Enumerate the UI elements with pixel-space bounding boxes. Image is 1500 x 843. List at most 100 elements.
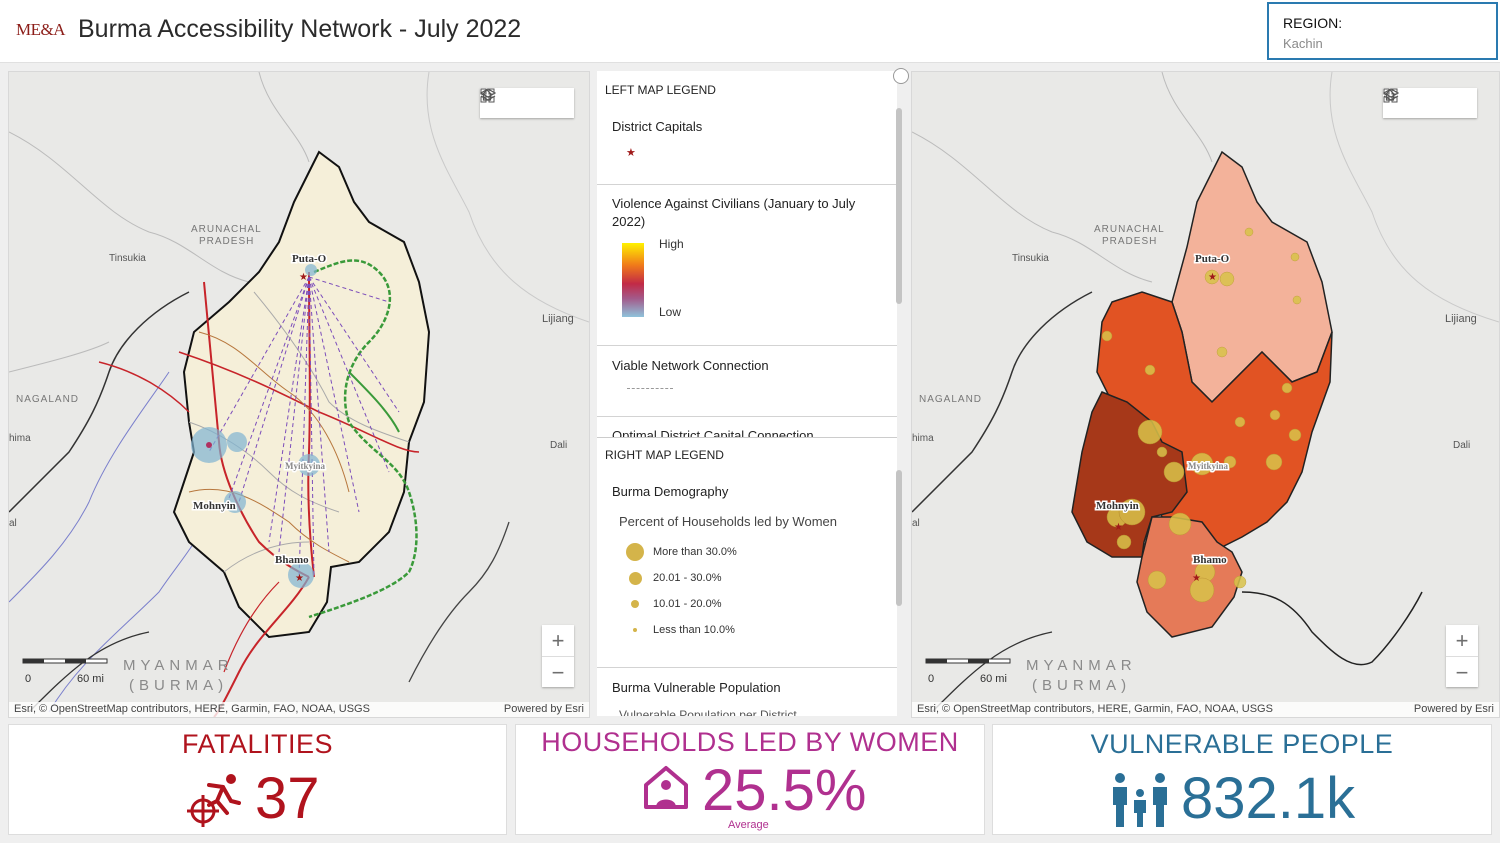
label-burma: (BURMA) [1032,677,1131,694]
district-bhamo [1136,516,1243,638]
legend-vulnerable: Burma Vulnerable Population Vulnerable P… [597,668,897,716]
left-zoom-control: + − [542,625,574,687]
house-woman-icon [642,765,690,814]
label-lijiang: Lijiang [542,313,574,325]
label-hima: hima [912,433,934,444]
powered-by-esri[interactable]: Powered by Esri [503,703,584,715]
label-hima: hima [9,433,31,444]
circle-small-icon [631,600,639,608]
left-map[interactable]: Puta-O Myitkyina Mohnyin Bhamo ★ ★ ARUNA… [8,71,590,718]
legend-optimal: Optimal District Capital Connection [597,417,897,437]
right-map-toolbar [1383,88,1477,118]
zoom-out-button[interactable]: − [1455,659,1469,685]
scale-zero: 0 [928,673,934,685]
violence-gradient [622,243,644,317]
powered-by-esri[interactable]: Powered by Esri [1413,703,1494,715]
label-al: al [912,518,920,529]
legend-scrollbar-top[interactable] [896,108,902,304]
legend-title: Viable Network Connection [612,358,769,373]
svg-text:★: ★ [1192,573,1201,584]
family-icon [1110,773,1170,832]
legend-panel[interactable]: LEFT MAP LEGEND District Capitals ★ Viol… [597,71,897,716]
map-label-mohnyin: Mohnyin [1096,500,1139,512]
label-tinsukia: Tinsukia [109,253,146,264]
label-dali: Dali [550,440,567,451]
attribution-text[interactable]: Esri, © OpenStreetMap contributors, HERE… [14,703,370,715]
map-label-bhamo: Bhamo [1193,554,1227,566]
map-label-puta-o: Puta-O [1195,253,1230,265]
basemap-gallery-icon[interactable] [480,88,568,113]
fatality-icon [187,771,243,834]
vulnerable-value: 832.1k [1181,766,1356,831]
page-title: Burma Accessibility Network - July 2022 [78,15,522,43]
class-label: More than 30.0% [653,546,737,558]
kachin-region [172,150,431,639]
region-value: Kachin [1283,36,1323,51]
legend-viable-network: Viable Network Connection [597,346,897,417]
label-pradesh: PRADESH [199,236,254,247]
fatalities-value: 37 [255,766,320,831]
left-legend-header: LEFT MAP LEGEND [605,83,716,97]
map-label-myitkyina: Myitkyina [285,461,326,471]
circle-large-icon [626,543,644,561]
legend-high: High [659,237,684,251]
svg-text:★: ★ [295,573,304,584]
layers-icon[interactable] [1383,88,1440,113]
scale-60mi: 60 mi [77,673,104,685]
expand-icon[interactable] [893,68,909,84]
households-card: HOUSEHOLDS LED BY WOMEN 25.5% Average [515,724,985,835]
card-title: HOUSEHOLDS LED BY WOMEN [541,727,959,757]
logo: ME&A [16,20,66,39]
zoom-out-button[interactable]: − [551,659,565,685]
average-label: Average [728,819,769,831]
left-attribution: Esri, © OpenStreetMap contributors, HERE… [9,702,589,717]
basemap-gallery-icon[interactable] [1383,88,1471,113]
fatalities-card: FATALITIES 37 [8,724,507,835]
label-arunachal: ARUNACHAL [1094,224,1165,235]
right-legend-header: RIGHT MAP LEGEND [605,448,724,462]
card-title: FATALITIES [181,729,334,759]
map-label-bhamo: Bhamo [275,554,309,566]
zoom-in-button[interactable]: + [1446,625,1478,657]
map-label-myitkyina: Myitkyina [1188,461,1229,471]
region-selector[interactable]: REGION: Kachin [1267,2,1498,60]
circle-tiny-icon [633,628,637,632]
scale-60mi: 60 mi [980,673,1007,685]
right-attribution: Esri, © OpenStreetMap contributors, HERE… [912,702,1499,717]
legend-low: Low [659,305,682,319]
legend-title: Optimal District Capital Connection [612,428,814,437]
label-dali: Dali [1453,440,1470,451]
vulnerable-card: VULNERABLE PEOPLE 832.1k [992,724,1492,835]
legend-subtitle: Vulnerable Population per District [619,708,797,716]
card-title: VULNERABLE PEOPLE [1090,729,1394,759]
right-map[interactable]: Puta-O Myitkyina Mohnyin Bhamo ★ ★ ★ ARU… [911,71,1500,718]
legend-title: Violence Against Civilians (January to J… [612,196,856,229]
label-tinsukia: Tinsukia [1012,253,1049,264]
legend-violence: Violence Against Civilians (January to J… [597,185,897,346]
legend-title: Burma Vulnerable Population [612,680,781,695]
households-value: 25.5% [702,758,867,823]
legend-title: District Capitals [612,119,703,134]
class-label: Less than 10.0% [653,624,735,636]
class-label: 10.01 - 20.0% [653,598,722,610]
class-label: 20.01 - 30.0% [653,572,722,584]
star-icon: ★ [626,147,636,159]
layers-icon[interactable] [480,88,537,113]
legend-scrollbar-bottom[interactable] [896,470,902,606]
dashed-line-icon [627,388,673,389]
label-myanmar: MYANMAR [123,657,234,674]
map-label-puta-o: Puta-O [292,253,327,265]
label-nagaland: NAGALAND [919,394,982,405]
label-nagaland: NAGALAND [16,394,79,405]
region-label: REGION: [1283,15,1343,31]
legend-subtitle: Percent of Households led by Women [619,514,837,529]
legend-title: Burma Demography [612,484,729,499]
zoom-in-button[interactable]: + [542,625,574,657]
attribution-text[interactable]: Esri, © OpenStreetMap contributors, HERE… [917,703,1273,715]
circle-medium-icon [629,572,642,585]
label-myanmar: MYANMAR [1026,657,1137,674]
left-map-toolbar [480,88,574,118]
label-pradesh: PRADESH [1102,236,1157,247]
label-burma: (BURMA) [129,677,228,694]
map-label-mohnyin: Mohnyin [193,500,236,512]
